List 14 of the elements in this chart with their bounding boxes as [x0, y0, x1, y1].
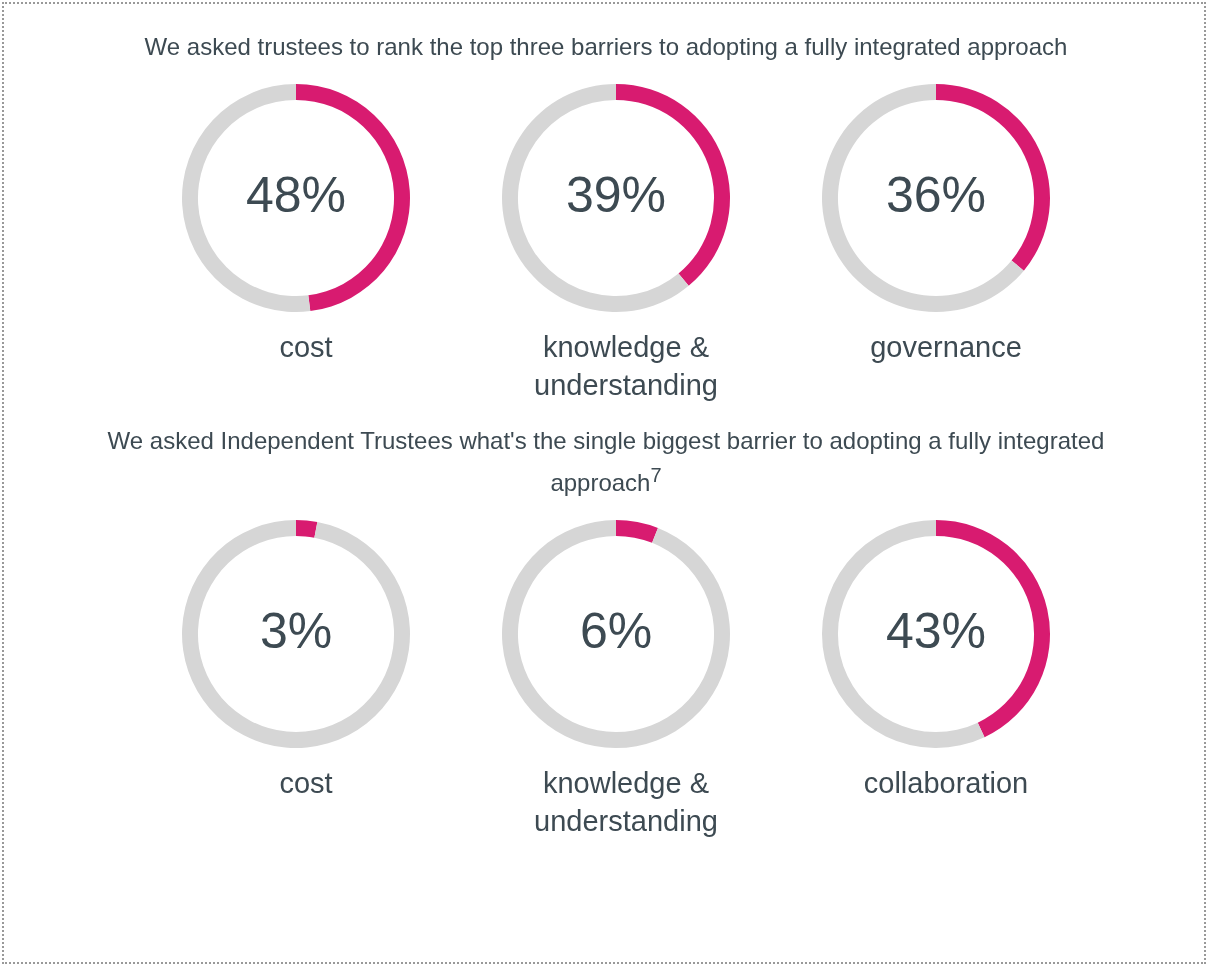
text: collaboration: [862, 766, 1030, 801]
data-label: 36%: [885, 166, 987, 223]
text: knowledge & understanding: [533, 330, 719, 403]
data-label: 3%: [259, 602, 333, 659]
data-label: 6%: [579, 602, 653, 659]
text: knowledge & understanding: [533, 766, 719, 839]
text: cost: [278, 766, 334, 801]
text: We asked Independent Trustees what's the single biggest barrier to adopting a fully integrated approach$^{7}$: [106, 426, 1106, 498]
text: governance: [869, 330, 1023, 365]
text: We asked trustees to rank the top three barriers to adopting a fully integrated approach: [143, 32, 1069, 62]
data-label: 43%: [885, 602, 987, 659]
data-label: 39%: [565, 166, 667, 223]
data-label: 48%: [245, 166, 347, 223]
text: cost: [278, 330, 334, 365]
